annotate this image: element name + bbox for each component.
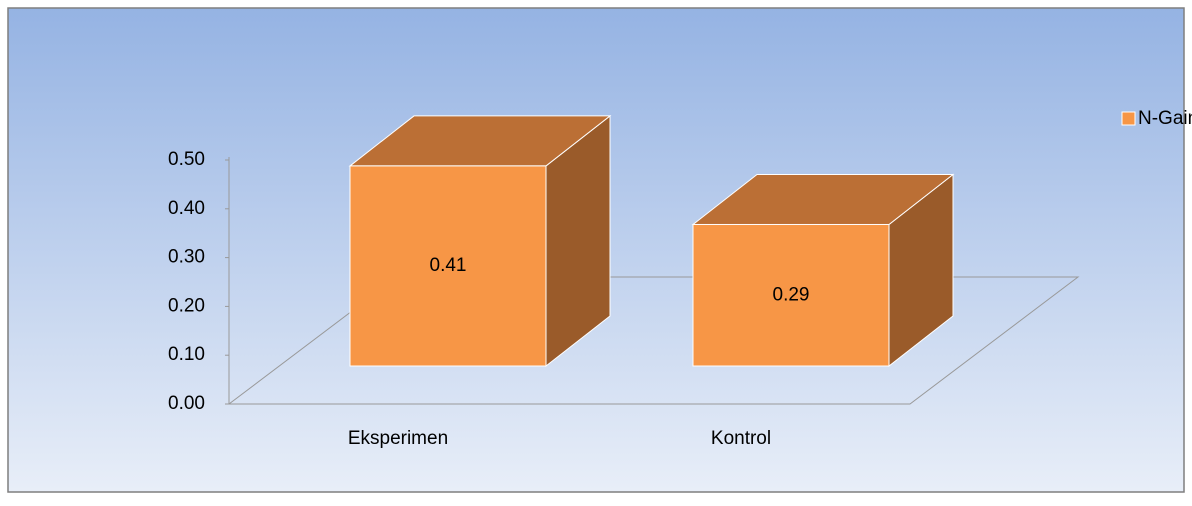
legend-swatch (1121, 111, 1136, 126)
y-tick-label: 0.40 (168, 198, 205, 219)
data-label: 0.29 (773, 284, 810, 305)
floor (227, 276, 1080, 405)
y-tick-label: 0.50 (168, 149, 205, 170)
y-tick-label: 0.30 (168, 247, 205, 268)
data-label: 0.41 (430, 255, 467, 276)
x-tick-label: Kontrol (711, 428, 771, 449)
bar (692, 223, 890, 367)
bar (349, 165, 547, 367)
x-tick-label: Eksperimen (348, 428, 448, 449)
y-tick-label: 0.10 (168, 344, 205, 365)
y-tick-label: 0.00 (168, 393, 205, 414)
y-tick-label: 0.20 (168, 295, 205, 316)
legend-label: N-Gain (1138, 108, 1192, 129)
